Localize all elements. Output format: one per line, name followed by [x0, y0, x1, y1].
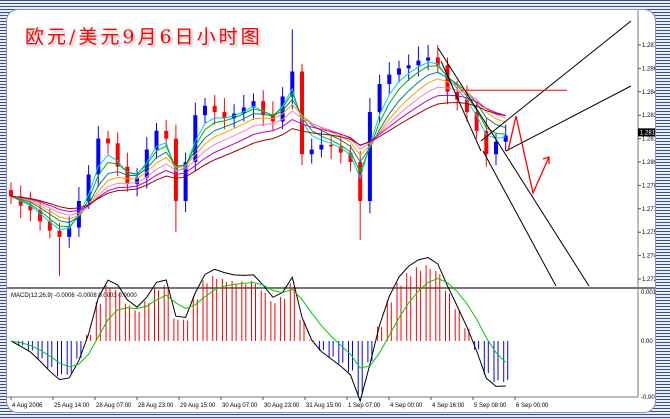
- descending-channel-mid: [440, 60, 482, 152]
- y-tick-label: 1.2785: [642, 183, 655, 189]
- x-tick-label: 4 Aug 2006: [12, 403, 43, 409]
- y-tick-label: 1.2875: [642, 43, 655, 49]
- candle-body: [96, 138, 101, 175]
- y-tick-label: 1.2815: [642, 137, 655, 143]
- candle-body: [135, 177, 140, 184]
- macd-tick-label: -0.0016: [641, 395, 655, 401]
- candle-body: [484, 130, 489, 155]
- y-tick-label: 1.2725: [642, 277, 655, 283]
- candle-body: [426, 57, 431, 61]
- candle-body: [164, 130, 169, 139]
- ascending-channel-lower: [505, 85, 632, 152]
- candle-body: [261, 101, 266, 116]
- candle-body: [241, 107, 246, 114]
- candle-body: [280, 96, 285, 122]
- macd-main-line: [10, 257, 506, 403]
- candle-body: [212, 105, 217, 113]
- chart-title: 欧元/美元9月6日小时图: [25, 26, 263, 48]
- candle-body: [57, 230, 62, 237]
- y-tick-label: 1.2800: [642, 160, 655, 166]
- x-tick-label: 5 Sep 08:00: [474, 403, 507, 409]
- x-tick-label: 6 Sep 00:00: [516, 403, 549, 409]
- candle-body: [183, 162, 188, 202]
- descending-channel-lower: [482, 150, 557, 287]
- x-tick-label: 28 Aug 23:00: [138, 403, 174, 409]
- candle-body: [38, 210, 43, 222]
- candle-body: [193, 115, 198, 163]
- x-tick-label: 4 Sep 16:00: [432, 403, 465, 409]
- x-tick-label: 30 Aug 07:00: [222, 403, 258, 409]
- candle-body: [367, 112, 372, 202]
- y-tick-label: 1.2740: [642, 254, 655, 260]
- candle-body: [115, 143, 120, 167]
- forecast-arrow-path: [507, 115, 550, 196]
- candle-body: [338, 146, 343, 153]
- moving-average-line: [10, 86, 506, 216]
- candle-body: [435, 57, 440, 66]
- candle-body: [86, 174, 91, 202]
- current-price-marker: [638, 128, 655, 137]
- candle-body: [300, 71, 304, 155]
- y-tick-label: 1.2860: [642, 66, 655, 72]
- candle-body: [290, 71, 295, 97]
- macd-tick-label: 0.00: [641, 339, 653, 345]
- candle-body: [406, 65, 411, 69]
- candle-body: [464, 99, 469, 113]
- current-price-label: 1.2819: [640, 130, 655, 136]
- candle-body: [319, 144, 324, 150]
- candle-body: [154, 130, 159, 150]
- candle-body: [9, 190, 13, 197]
- candle-body: [348, 152, 353, 163]
- macd-label: MACD(12,26,9) -0.0006 -0.0008 0.0003 0.0…: [11, 293, 137, 299]
- candle-body: [251, 101, 256, 108]
- x-tick-label: 30 Aug 23:00: [264, 403, 300, 409]
- y-tick-label: 1.2830: [642, 113, 655, 119]
- arrow-head-icon: [542, 156, 550, 164]
- x-tick-label: 25 Aug 14:00: [54, 403, 90, 409]
- candle-body: [67, 227, 72, 237]
- candle-body: [397, 68, 401, 75]
- macd-tick-label: 0.0014: [641, 290, 655, 296]
- candle-body: [503, 135, 508, 142]
- descending-channel-upper: [437, 47, 590, 287]
- moving-average-line: [10, 94, 506, 213]
- candle-body: [203, 105, 207, 116]
- moving-average-line: [10, 65, 506, 228]
- candle-body: [474, 112, 479, 131]
- candlestick-chart: 1.2875 1.2860 1.2845 1.2830 1.2815 1.2800 1.27…: [7, 10, 655, 409]
- y-tick-label: 1.2755: [642, 230, 655, 236]
- candle-body: [358, 162, 363, 202]
- x-tick-label: 31 Aug 15:00: [306, 403, 342, 409]
- x-tick-label: 29 Aug 15:00: [180, 403, 216, 409]
- x-tick-label: 28 Aug 07:00: [96, 403, 132, 409]
- chart-panel: 欧元/美元9月6日小时图 1.28751.28601.28451.28301.2…: [6, 9, 656, 413]
- candle-body: [416, 60, 421, 66]
- candle-body: [377, 84, 382, 113]
- candle-body: [387, 74, 392, 85]
- moving-average-line: [10, 102, 506, 210]
- moving-average-line: [10, 71, 506, 224]
- ascending-channel-upper: [480, 20, 632, 142]
- y-tick-label: 1.2770: [642, 207, 655, 213]
- moving-average-line: [10, 61, 506, 230]
- x-tick-label: 4 Sep 00:00: [390, 403, 423, 409]
- candle-body: [47, 221, 52, 231]
- x-tick-label: 1 Sep 07:00: [348, 403, 381, 409]
- candle-body: [106, 138, 110, 144]
- macd-signal-line: [10, 278, 507, 369]
- candle-body: [329, 144, 334, 147]
- candle-body: [309, 149, 314, 155]
- candle-body: [445, 65, 450, 92]
- candle-body: [28, 205, 33, 211]
- candle-body: [222, 112, 227, 119]
- moving-average-line: [10, 78, 506, 220]
- y-tick-label: 1.2845: [642, 90, 655, 96]
- candle-body: [494, 141, 498, 155]
